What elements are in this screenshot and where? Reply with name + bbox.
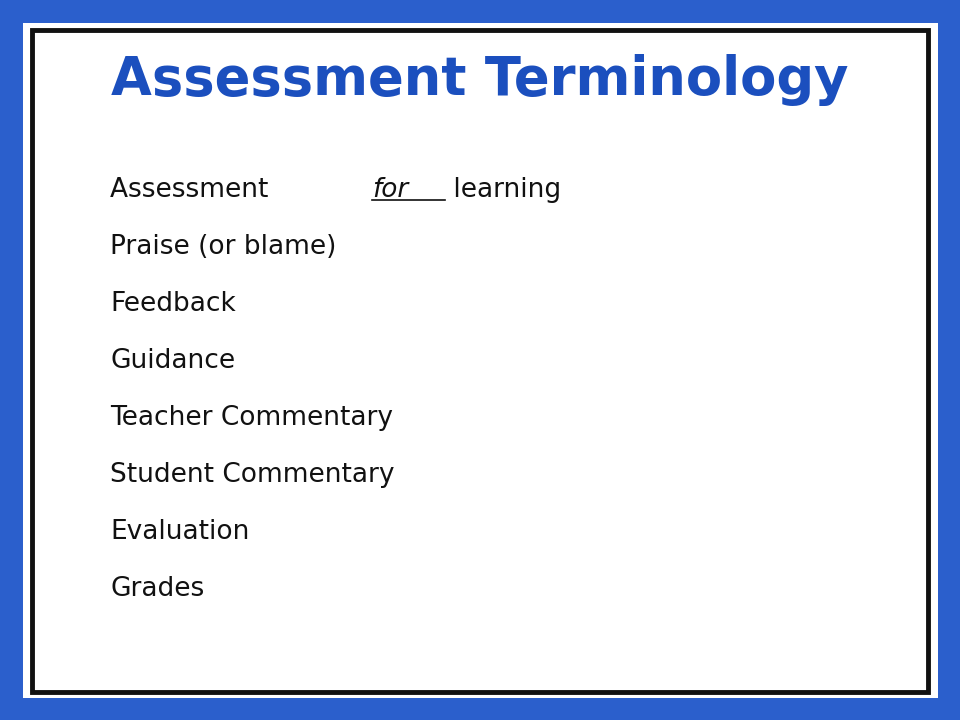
FancyBboxPatch shape (10, 10, 950, 710)
Text: for: for (372, 177, 408, 203)
Text: Feedback: Feedback (110, 291, 236, 317)
Text: Guidance: Guidance (110, 348, 235, 374)
FancyBboxPatch shape (32, 30, 928, 692)
Text: learning: learning (444, 177, 561, 203)
Text: Assessment Terminology: Assessment Terminology (111, 54, 849, 106)
Text: Assessment: Assessment (110, 177, 276, 203)
Text: Praise (or blame): Praise (or blame) (110, 234, 336, 260)
Text: Grades: Grades (110, 576, 204, 602)
Text: Student Commentary: Student Commentary (110, 462, 395, 488)
Text: Teacher Commentary: Teacher Commentary (110, 405, 393, 431)
Text: Evaluation: Evaluation (110, 519, 250, 545)
